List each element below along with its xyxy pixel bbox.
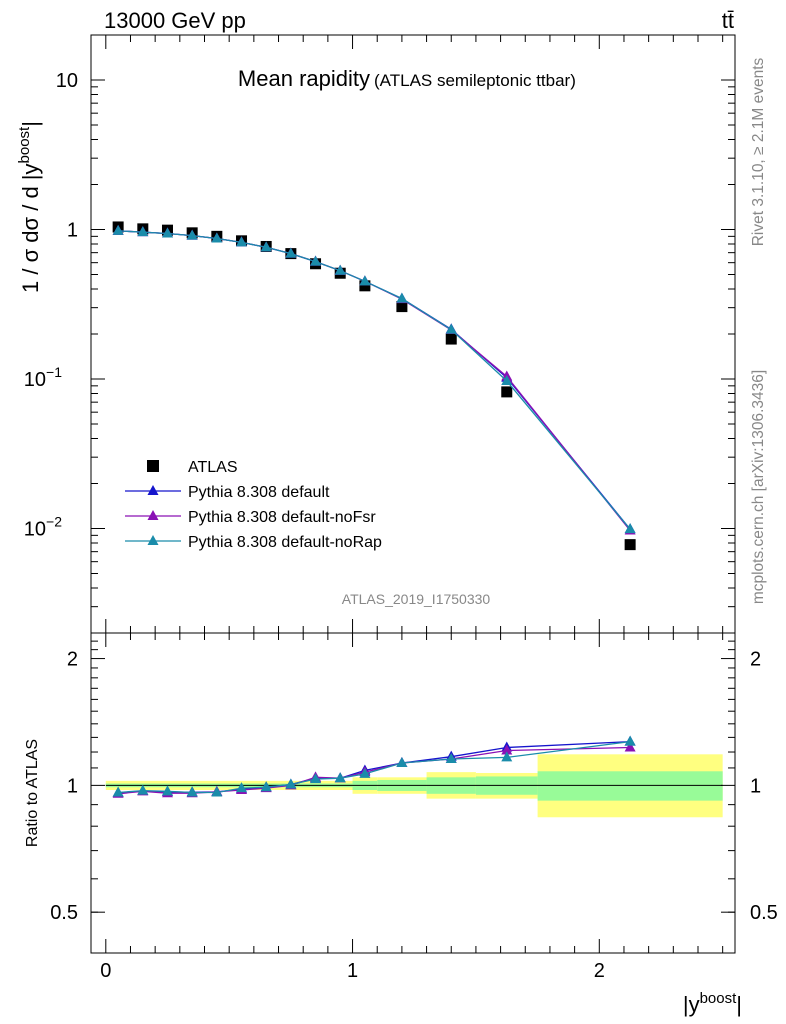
series-pythia-8-308-default-norap [112,224,636,534]
data-point [501,386,513,398]
mc-point [161,227,173,238]
mc-point [186,229,198,240]
ratio-y-tick-label: 1 [67,775,78,797]
ratio-plot-frame [90,632,736,954]
legend-marker-triangle [147,485,159,495]
y-axis-label-sup: boost [16,126,33,164]
mc-point [501,374,513,385]
ratio-point [359,767,371,778]
ratio-point [285,778,297,789]
ratio-point [186,786,198,797]
ratio-point [161,785,173,796]
band-inner [537,771,723,801]
ratio-y-tick-label: 2 [67,649,78,671]
legend-entry: Pythia 8.308 default [125,484,330,501]
mc-point [236,236,248,247]
y-axis-label: 1 / σ dσ / d |yboost| [16,121,43,293]
data-point [359,280,371,292]
main-title: Mean rapidity [238,66,370,91]
legend-label: Pythia 8.308 default [188,484,330,501]
data-point [445,333,457,345]
data-point [396,301,408,313]
mc-point [285,247,297,258]
y-tick-label: 10−2 [24,514,62,541]
ratio-y-tick-label-right: 1 [750,775,761,797]
mc-point [396,292,408,303]
y-tick-exponent: −2 [46,514,62,530]
process-label: tt̄ [722,8,734,33]
y-tick-exponent: −1 [46,364,62,380]
ratio-panel: 2 2 1 1 0.5 0.5 0 1 2 Ratio to ATLAS |yboost| [24,632,778,1017]
legend: ATLAS Pythia 8.308 default Pythia 8.308 de… [125,459,382,551]
ratio-point [236,782,248,793]
mc-point [137,226,149,237]
rivet-version-label: Rivet 3.1.10, ≥ 2.1M events [750,57,767,246]
y-axis-label-tail: | [18,121,43,127]
legend-marker-square [147,460,159,472]
ratio-y-tick-label-right: 2 [750,649,761,671]
ratio-point [137,784,149,795]
y-tick-label: 1 [67,220,78,242]
legend-label: Pythia 8.308 default-noFsr [188,509,376,526]
x-axis-label-tail: | [736,992,742,1017]
ratio-point [445,753,457,764]
mc-point [310,255,322,266]
x-tick-label: 2 [594,960,605,982]
x-axis-label: |yboost| [683,990,742,1017]
legend-marker-triangle [147,510,159,520]
y-tick-label: 10−1 [24,364,62,391]
mc-point [211,232,223,243]
ratio-point [624,735,636,746]
mc-point [334,264,346,275]
y-tick-label: 10 [56,70,78,92]
ratio-series-pythia-8-308-default-norap [112,735,636,797]
legend-entry: Pythia 8.308 default-noFsr [125,509,376,526]
main-panel: 10 1 10−1 10−2 Mean rapidity (ATLAS semilep… [16,34,736,634]
mc-point [445,323,457,334]
legend-entry: ATLAS [147,459,238,476]
x-axis-label-sup: boost [700,990,738,1007]
ratio-point [260,781,272,792]
x-tick-label: 1 [347,960,358,982]
energy-label: 13000 GeV pp [104,8,246,33]
ratio-y-tick-label-right: 0.5 [750,902,778,924]
mcplots-label: mcplots.cern.ch [arXiv:1306.3436] [750,370,767,604]
ratio-y-axis-label: Ratio to ATLAS [24,739,41,847]
ratio-point [211,786,223,797]
ratio-point [112,786,124,797]
mc-point [624,523,636,534]
ratio-point [501,744,513,755]
ratio-point [334,772,346,783]
mc-point [112,224,124,235]
main-subtitle: (ATLAS semileptonic ttbar) [374,71,576,90]
analysis-watermark: ATLAS_2019_I1750330 [342,591,491,607]
x-tick-label: 0 [100,960,111,982]
ratio-point [310,773,322,784]
legend-entry: Pythia 8.308 default-noRap [125,534,382,551]
y-axis-label-main: 1 / σ dσ / d |y [18,163,43,292]
legend-label: ATLAS [188,459,238,476]
legend-label: Pythia 8.308 default-noRap [188,534,382,551]
data-point [624,539,636,551]
ratio-point [624,741,636,752]
ratio-point [501,751,513,762]
ratio-point [396,757,408,768]
mc-point [359,275,371,286]
ratio-y-tick-label: 0.5 [50,902,78,924]
mc-point [260,241,272,252]
x-axis-label-main: |y [683,992,700,1017]
legend-marker-triangle [147,535,159,545]
